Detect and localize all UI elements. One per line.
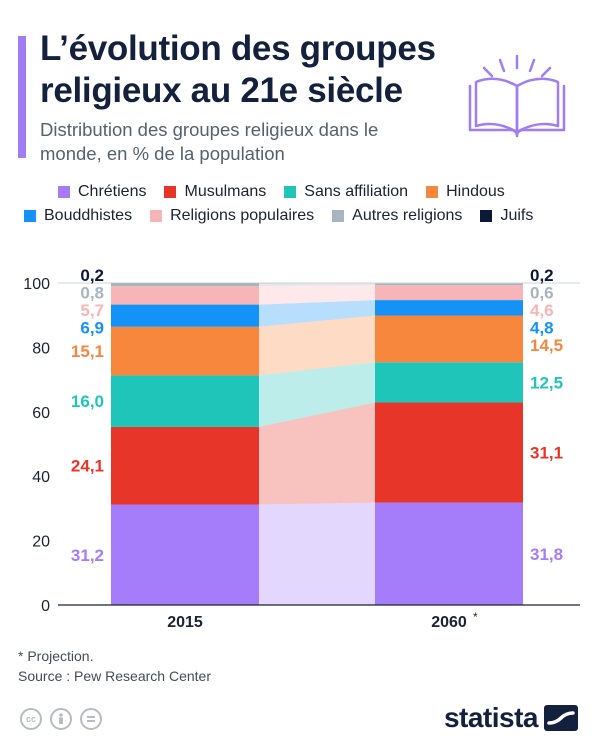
bar-segment <box>111 326 259 376</box>
legend-swatch <box>480 210 493 222</box>
chart-subtitle: Distribution des groupes religieux dans … <box>40 119 379 164</box>
projection-marker: * <box>473 610 478 624</box>
bar-segment <box>111 286 259 305</box>
legend-swatch <box>332 210 345 222</box>
statista-logo[interactable]: statista <box>444 702 578 734</box>
connector-band <box>259 300 375 327</box>
value-label: 15,1 <box>71 342 104 361</box>
legend-label: Autres religions <box>352 207 463 224</box>
legend-label: Chrétiens <box>78 183 147 200</box>
value-label: 0,2 <box>530 266 554 285</box>
legend-label: Juifs <box>500 207 534 224</box>
value-label: 31,2 <box>71 546 104 565</box>
connector-band <box>259 315 375 376</box>
value-label: 14,5 <box>530 336 563 355</box>
legend-item: Chrétiens <box>58 183 146 201</box>
legend-label: Musulmans <box>184 183 267 200</box>
x-category-label: 2015 <box>167 614 203 631</box>
bar-segment <box>375 285 523 301</box>
value-label: 0,6 <box>530 284 554 303</box>
bar-segment <box>375 362 523 403</box>
connector-band <box>259 283 375 287</box>
value-label: 5,7 <box>80 301 104 320</box>
y-tick-label: 20 <box>32 534 50 551</box>
connector-band <box>259 402 375 505</box>
legend-swatch <box>284 186 297 198</box>
bar-segment <box>375 502 523 605</box>
attribution-icon[interactable] <box>50 708 72 730</box>
value-label: 0,8 <box>80 284 104 303</box>
y-tick-label: 80 <box>32 340 50 357</box>
bar-segment <box>111 426 259 505</box>
bar-segment <box>375 283 523 286</box>
legend-item: Hindous <box>426 183 505 201</box>
projection-note: * Projection. <box>18 648 94 664</box>
legend-item: Sans affiliation <box>284 183 408 201</box>
value-label: 31,8 <box>530 545 563 564</box>
value-label: 16,0 <box>71 392 104 411</box>
legend-label: Hindous <box>446 183 505 200</box>
y-tick-label: 40 <box>32 469 50 486</box>
license-icons: cc <box>20 708 102 730</box>
legend-label: Bouddhistes <box>44 207 133 224</box>
value-label: 4,6 <box>530 301 554 320</box>
value-label: 6,9 <box>80 319 104 338</box>
legend-swatch <box>426 186 439 198</box>
legend-swatch <box>150 210 163 222</box>
legend-item: Religions populaires <box>150 207 314 225</box>
legend-item: Autres religions <box>332 207 462 225</box>
legend-label: Sans affiliation <box>304 183 409 200</box>
value-label: 31,1 <box>530 444 563 463</box>
chart-legend: Chrétiens Musulmans Sans affiliation Hindou… <box>18 180 598 228</box>
title-accent-bar <box>18 36 26 158</box>
legend-swatch <box>58 186 70 198</box>
no-derivatives-icon[interactable] <box>80 708 102 730</box>
connector-band <box>259 502 375 605</box>
legend-row: Chrétiens Musulmans Sans affiliation Hindou… <box>18 180 598 204</box>
connector-band <box>259 362 375 427</box>
y-tick-label: 0 <box>41 598 50 615</box>
legend-item: Musulmans <box>164 183 266 201</box>
legend-swatch <box>24 210 36 222</box>
legend-swatch <box>164 186 177 198</box>
y-tick-label: 100 <box>23 276 50 293</box>
stacked-bar-chart: 0 20 40 60 80 100 2015 2060 * 31,2 24,1 16,0 15,1 6,9… <box>23 266 580 631</box>
x-category-label: 2060 <box>431 614 467 631</box>
value-label: 4,8 <box>530 319 554 338</box>
legend-label: Religions populaires <box>170 207 315 224</box>
value-label: 24,1 <box>71 457 104 476</box>
value-label: 0,2 <box>80 266 104 285</box>
connector-band <box>259 285 375 305</box>
bar-segment <box>375 402 523 503</box>
legend-row: Bouddhistes Religions populaires Autres re… <box>18 204 598 228</box>
bar-segment <box>111 504 259 605</box>
chart-title: L’évolution des groupes religieux au 21e… <box>40 29 436 110</box>
source-text: Source : Pew Research Center <box>18 668 211 684</box>
legend-item: Juifs <box>480 207 533 225</box>
statista-wave-icon <box>544 705 578 731</box>
bar-segment <box>375 315 523 363</box>
y-tick-label: 60 <box>32 405 50 422</box>
bar-segment <box>111 375 259 427</box>
footnote: * Projection. Source : Pew Research Cent… <box>18 646 211 686</box>
creative-commons-icon[interactable]: cc <box>20 708 42 730</box>
brand-name: statista <box>443 702 539 733</box>
legend-item: Bouddhistes <box>24 207 132 225</box>
bar-segment <box>111 304 259 327</box>
open-book-icon <box>468 54 566 138</box>
bar-segment <box>111 283 259 287</box>
value-label: 12,5 <box>530 373 563 392</box>
bar-segment <box>375 300 523 316</box>
